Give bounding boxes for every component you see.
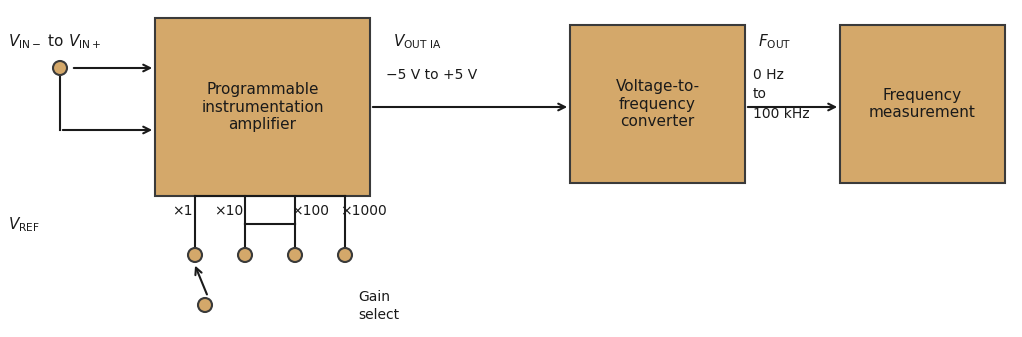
- Text: ×10: ×10: [214, 204, 243, 218]
- Text: Programmable
instrumentation
amplifier: Programmable instrumentation amplifier: [201, 82, 324, 132]
- Circle shape: [238, 248, 252, 262]
- Bar: [155, 18, 370, 196]
- Text: −5 V to +5 V: −5 V to +5 V: [386, 68, 477, 82]
- Circle shape: [188, 248, 202, 262]
- Text: $V_{\mathregular{OUT\ IA}}$: $V_{\mathregular{OUT\ IA}}$: [393, 32, 442, 51]
- Text: $F_{\mathregular{OUT}}$: $F_{\mathregular{OUT}}$: [758, 32, 791, 51]
- Text: ×100: ×100: [291, 204, 329, 218]
- Text: Voltage-to-
frequency
converter: Voltage-to- frequency converter: [615, 79, 700, 129]
- Text: Gain
select: Gain select: [358, 290, 400, 323]
- Circle shape: [53, 61, 67, 75]
- Text: $V_{\mathregular{REF}}$: $V_{\mathregular{REF}}$: [8, 215, 40, 234]
- Text: Frequency
measurement: Frequency measurement: [869, 88, 976, 120]
- Bar: [840, 25, 1005, 183]
- Text: $V_{\mathregular{IN-}}$ to $V_{\mathregular{IN+}}$: $V_{\mathregular{IN-}}$ to $V_{\mathregu…: [8, 32, 101, 51]
- Bar: [570, 25, 745, 183]
- Circle shape: [198, 298, 212, 312]
- Text: ×1: ×1: [173, 204, 193, 218]
- Circle shape: [288, 248, 301, 262]
- Text: 0 Hz
to
100 kHz: 0 Hz to 100 kHz: [753, 68, 809, 121]
- Circle shape: [338, 248, 352, 262]
- Text: ×1000: ×1000: [340, 204, 386, 218]
